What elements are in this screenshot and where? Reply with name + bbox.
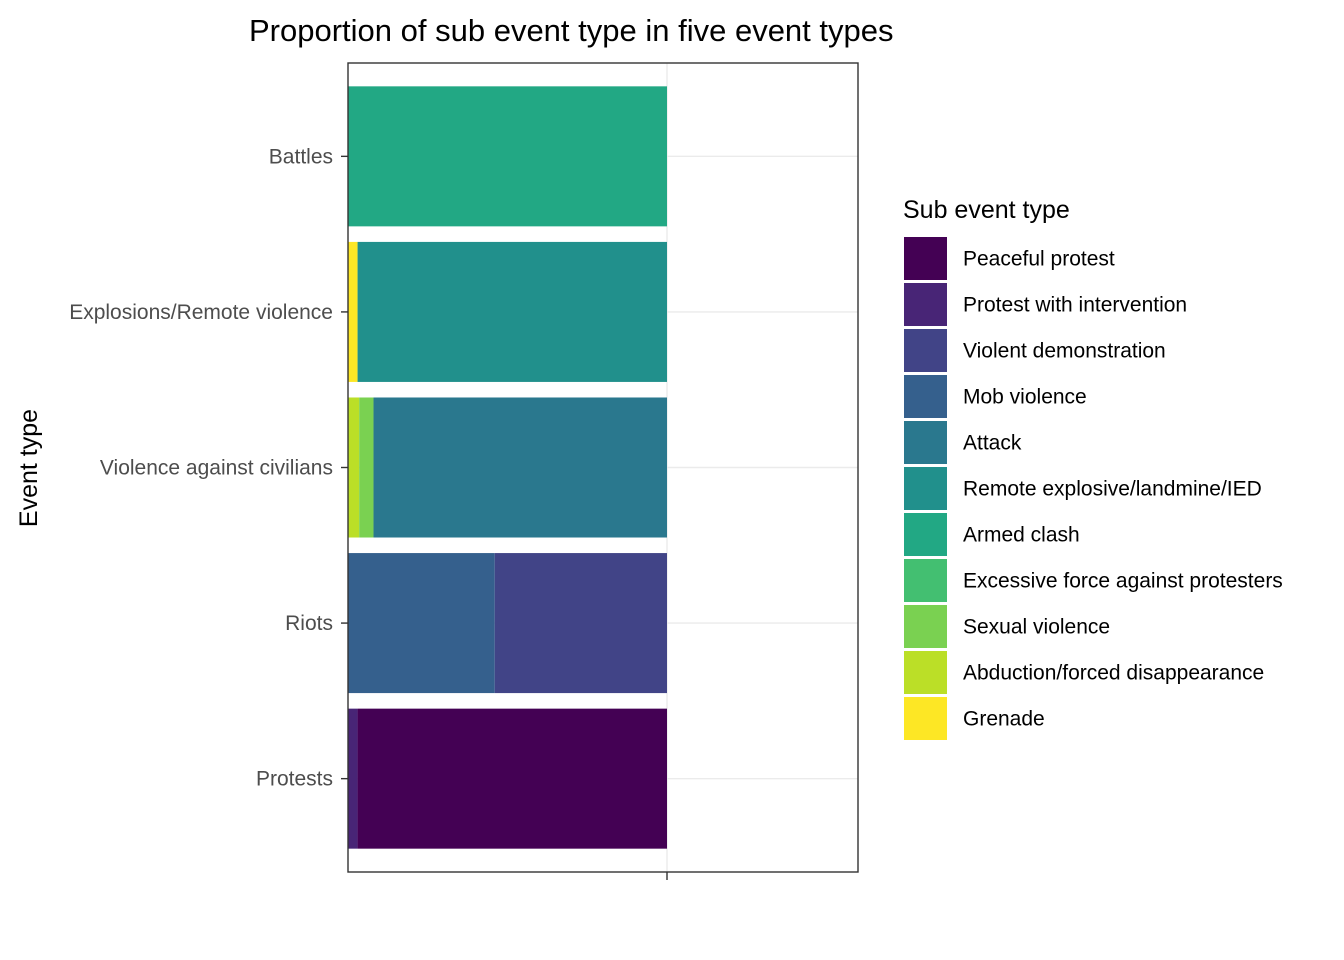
y-tick-label: Riots bbox=[285, 612, 333, 635]
bar-segment bbox=[359, 397, 374, 538]
y-tick-label: Battles bbox=[269, 145, 333, 168]
legend-label: Peaceful protest bbox=[963, 248, 1115, 271]
legend-key bbox=[904, 559, 947, 602]
bar-segment bbox=[348, 708, 358, 849]
legend-label: Armed clash bbox=[963, 524, 1080, 547]
y-tick-label: Explosions/Remote violence bbox=[69, 301, 333, 324]
legend: Sub event type Peaceful protest Protest w… bbox=[903, 196, 1283, 740]
legend-label: Sexual violence bbox=[963, 616, 1110, 639]
legend-key bbox=[904, 375, 947, 418]
legend-key bbox=[904, 283, 947, 326]
y-axis-title: Event type bbox=[15, 409, 43, 527]
legend-key bbox=[904, 467, 947, 510]
legend-title: Sub event type bbox=[903, 196, 1070, 224]
legend-label: Abduction/forced disappearance bbox=[963, 662, 1264, 685]
legend-key bbox=[904, 697, 947, 740]
legend-label: Remote explosive/landmine/IED bbox=[963, 478, 1262, 501]
legend-label: Protest with intervention bbox=[963, 294, 1187, 317]
legend-label: Mob violence bbox=[963, 386, 1087, 409]
panel-border bbox=[347, 62, 859, 873]
bar-segment bbox=[348, 86, 667, 227]
legend-label: Attack bbox=[963, 432, 1022, 455]
bar-segment bbox=[357, 241, 667, 382]
legend-label: Grenade bbox=[963, 708, 1045, 731]
plot-panel: Battles Explosions/Remote violence Violenc… bbox=[69, 62, 859, 880]
legend-label: Violent demonstration bbox=[963, 340, 1166, 363]
legend-key bbox=[904, 513, 947, 556]
legend-key bbox=[904, 421, 947, 464]
bar-segment bbox=[348, 397, 360, 538]
chart-title: Proportion of sub event type in five eve… bbox=[249, 13, 894, 48]
legend-key bbox=[904, 651, 947, 694]
bar-segment bbox=[494, 553, 667, 694]
bar-segment bbox=[348, 241, 358, 382]
legend-key bbox=[904, 329, 947, 372]
bar-segment bbox=[357, 708, 667, 849]
legend-key bbox=[904, 237, 947, 280]
legend-key bbox=[904, 605, 947, 648]
y-tick-label: Violence against civilians bbox=[100, 457, 333, 480]
legend-label: Excessive force against protesters bbox=[963, 570, 1283, 593]
bar-segment bbox=[348, 553, 495, 694]
y-tick-label: Protests bbox=[256, 768, 333, 791]
bar-segment bbox=[373, 397, 667, 538]
